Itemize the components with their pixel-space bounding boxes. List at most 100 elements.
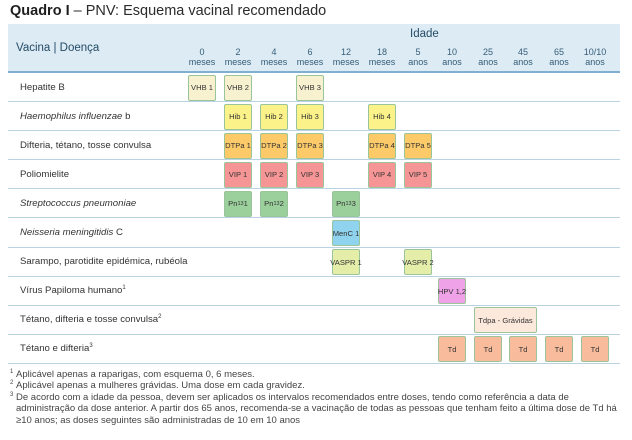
vaccine-dose-badge: Pn 13 1	[224, 190, 252, 217]
age-value: 6	[307, 47, 313, 57]
vaccine-name-suffix: b	[122, 110, 131, 122]
dose-label: Hib 3	[301, 112, 319, 122]
footnote-text: De acordo com a idade da pessoa, devem s…	[16, 391, 617, 426]
age-column-header: 2 meses	[218, 47, 258, 67]
vaccine-dose-badge: Td	[474, 336, 502, 363]
vaccine-label: Tétano, difteria e tosse convulsa2	[20, 314, 161, 325]
age-column-header: 25 anos	[468, 47, 508, 67]
age-column-header: 5 anos	[398, 47, 438, 67]
footnote-text: Aplicável apenas a raparigas, com esquem…	[16, 369, 255, 380]
vaccine-dose-badge: HPV 1,2	[438, 278, 466, 305]
vaccine-name: Tétano e difteria	[20, 343, 90, 355]
age-value: 18	[376, 47, 387, 57]
dose-label: Tdpa - Grávidas	[478, 315, 533, 325]
dose-label: DTPa 5	[405, 141, 431, 151]
age-value: 10	[446, 47, 457, 57]
vaccine-dose-badge: DTPa 1	[224, 132, 252, 159]
vaccine-dose-badge: Pn 13 2	[260, 190, 288, 217]
footnote-mark: 1	[10, 369, 14, 375]
vaccine-label: Hepatite B	[20, 82, 65, 93]
vaccine-dose-badge: VIP 3	[296, 161, 324, 188]
footnote: 2 Aplicável apenas a mulheres grávidas. U…	[10, 380, 624, 392]
dose-subscript: 13	[273, 200, 280, 207]
dose-label: VIP 3	[300, 170, 320, 180]
age-value: 0	[199, 47, 205, 57]
vaccine-label: Difteria, tétano, tosse convulsa	[20, 140, 151, 151]
dose-label: VIP 1	[228, 170, 248, 180]
dose-label: VIP 2	[264, 170, 284, 180]
footnote-ref: 1	[122, 285, 126, 292]
dose-label: VASPR 1	[330, 257, 362, 267]
vaccine-dose-badge: Hib 1	[224, 103, 252, 130]
vaccine-dose-badge: Tdpa - Grávidas	[474, 307, 537, 334]
age-value: 65	[553, 47, 564, 57]
vaccine-dose-badge: Td	[581, 336, 609, 363]
age-unit: meses	[296, 57, 324, 67]
footnote-mark: 3	[10, 391, 14, 398]
dose-label: Pn	[228, 199, 238, 209]
dose-label: VHB 3	[299, 83, 321, 93]
footnote: 3 De acordo com a idade da pessoa, devem …	[10, 391, 624, 426]
table-row: Neisseria meningitidis C MenC 1	[8, 219, 620, 248]
vaccine-label: Streptococcus pneumoniae	[20, 198, 136, 209]
dose-label: VHB 1	[191, 83, 213, 93]
age-column-header: 6 meses	[290, 47, 330, 67]
dose-label: Pn	[336, 199, 346, 209]
vaccine-dose-badge: Hib 2	[260, 103, 288, 130]
vaccine-name-italic: Neisseria meningitidis	[20, 227, 114, 239]
table-row: Haemophilus influenzae b Hib 1 Hib 2 Hib 3 H…	[8, 102, 620, 132]
table-row: Tétano, difteria e tosse convulsa2 Tdpa -…	[8, 306, 620, 335]
vaccine-dose-badge: VIP 1	[224, 161, 252, 188]
dose-number: 3	[351, 199, 356, 209]
vaccine-label: Sarampo, parotidite epidémica, rubéola	[20, 256, 187, 267]
age-unit: anos	[549, 57, 569, 67]
vaccine-label: Poliomielite	[20, 169, 69, 180]
title-rest: – PNV: Esquema vacinal recomendado	[69, 3, 327, 19]
age-unit: anos	[513, 57, 533, 67]
dose-label: Td	[554, 344, 564, 354]
vaccine-dose-badge: VHB 3	[296, 74, 324, 101]
age-unit: meses	[332, 57, 360, 67]
vaccine-dose-badge: Td	[509, 336, 537, 363]
dose-label: VIP 4	[372, 170, 392, 180]
dose-label: Td	[483, 344, 493, 354]
dose-label: VHB 2	[227, 83, 249, 93]
age-value: 10/10	[583, 47, 607, 57]
vaccine-dose-badge: VIP 2	[260, 161, 288, 188]
age-unit: anos	[585, 57, 605, 67]
footnote-ref: 2	[158, 314, 162, 321]
dose-label: Hib 1	[229, 112, 247, 122]
dose-label: DTPa 2	[261, 141, 287, 151]
table-row: Sarampo, parotidite epidémica, rubéola VA…	[8, 248, 620, 277]
title-bold: Quadro I	[10, 3, 70, 19]
dose-label: VASPR 2	[402, 257, 434, 267]
vaccine-dose-badge: MenC 1	[332, 220, 360, 247]
age-column-header: 65 anos	[539, 47, 579, 67]
dose-label: Td	[447, 344, 457, 354]
vaccination-schedule-table: Vacina | Doença Idade 0 meses 2 meses 4 meses…	[8, 24, 620, 364]
vaccine-name: Difteria, tétano, tosse convulsa	[20, 139, 152, 151]
vaccine-dose-badge: VASPR 1	[330, 249, 362, 276]
age-value: 45	[517, 47, 528, 57]
age-value: 25	[482, 47, 493, 57]
vaccine-label: Haemophilus influenzae b	[20, 111, 130, 122]
age-column-header: 45 anos	[503, 47, 543, 67]
vaccine-dose-badge: Td	[545, 336, 573, 363]
age-unit: meses	[368, 57, 396, 67]
dose-label: Td	[590, 344, 600, 354]
table-row: Difteria, tétano, tosse convulsa DTPa 1 DT…	[8, 131, 620, 161]
dose-label: Td	[518, 344, 528, 354]
vaccine-label: Neisseria meningitidis C	[20, 227, 123, 238]
vaccine-name: Vírus Papiloma humano	[20, 285, 123, 297]
footnote: 1 Aplicável apenas a raparigas, com esque…	[10, 369, 624, 380]
age-unit: meses	[188, 57, 216, 67]
vaccine-dose-badge: Pn 13 3	[332, 190, 360, 217]
age-column-header: 10/10 anos	[575, 47, 615, 67]
age-column-header: 12 meses	[326, 47, 366, 67]
dose-label: Hib 4	[373, 112, 391, 122]
vaccine-name-italic: Haemophilus influenzae	[20, 110, 123, 122]
footnote-text: Aplicável apenas a mulheres grávidas. Um…	[16, 380, 305, 392]
vaccine-dose-badge: VIP 4	[368, 161, 396, 188]
vaccine-dose-badge: DTPa 5	[404, 132, 432, 159]
table-row: Poliomielite VIP 1 VIP 2 VIP 3 VIP 4 VIP 5	[8, 160, 620, 190]
